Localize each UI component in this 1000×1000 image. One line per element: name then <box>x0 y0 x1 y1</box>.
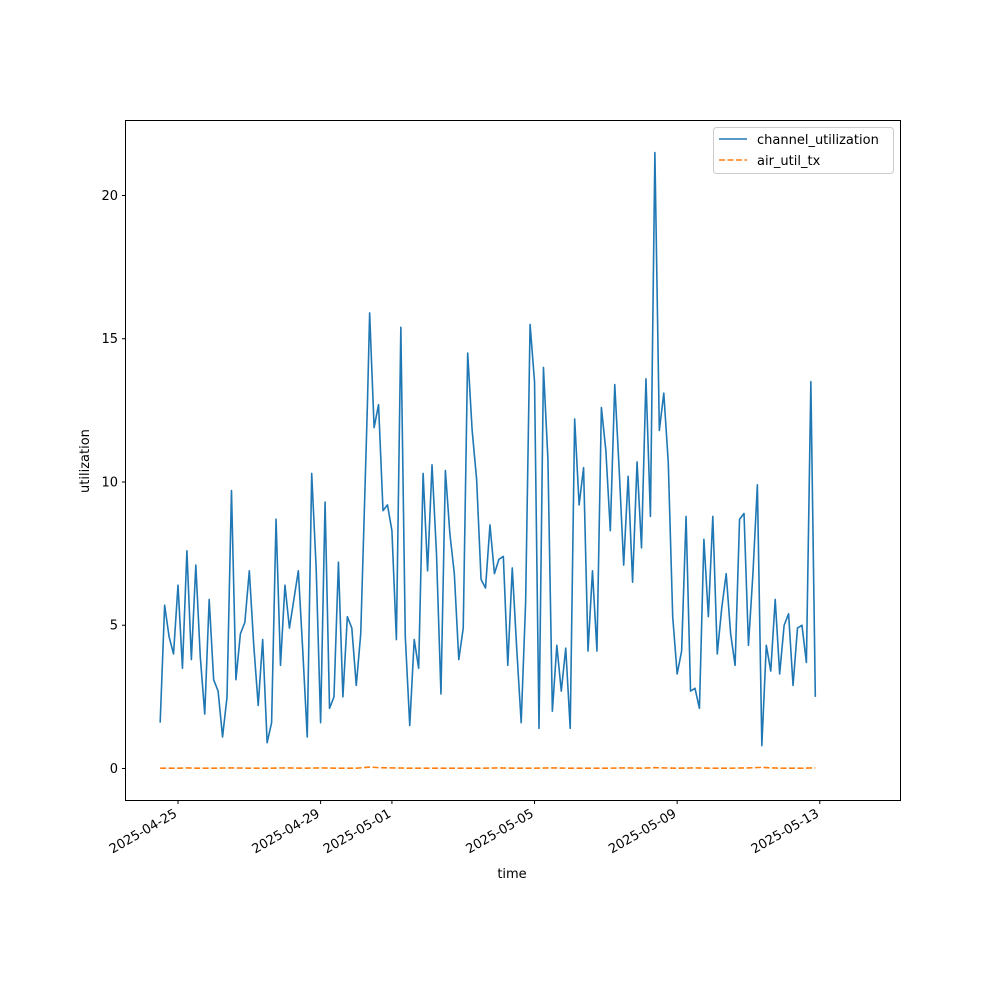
series-layer <box>159 151 817 769</box>
legend-label-channel-utilization: channel_utilization <box>757 133 879 148</box>
y-tick-label: 10 <box>101 475 118 490</box>
x-tick-label: 2025-05-01 <box>321 806 394 857</box>
x-tick-label: 2025-04-25 <box>107 806 180 857</box>
x-tick-label: 2025-05-09 <box>606 806 679 857</box>
y-tick-label: 5 <box>110 619 118 634</box>
plot-area-frame <box>125 120 901 801</box>
x-tick-label: 2025-04-29 <box>250 806 323 857</box>
y-axis: 0 5 10 15 20 <box>101 189 126 777</box>
series-line-air-util-tx <box>160 766 816 769</box>
y-axis-label: utilization <box>78 429 93 493</box>
legend-box <box>713 127 894 174</box>
y-tick-label: 15 <box>101 332 118 347</box>
legend-label-air-util-tx: air_util_tx <box>757 154 821 169</box>
x-tick-label: 2025-05-13 <box>749 806 822 857</box>
series-line-channel-utilization <box>159 151 817 747</box>
y-tick-label: 20 <box>101 189 118 204</box>
y-tick-label: 0 <box>110 762 118 777</box>
legend: channel_utilization air_util_tx <box>713 127 894 174</box>
x-axis-label: time <box>497 867 526 882</box>
x-tick-label: 2025-05-05 <box>464 806 537 857</box>
